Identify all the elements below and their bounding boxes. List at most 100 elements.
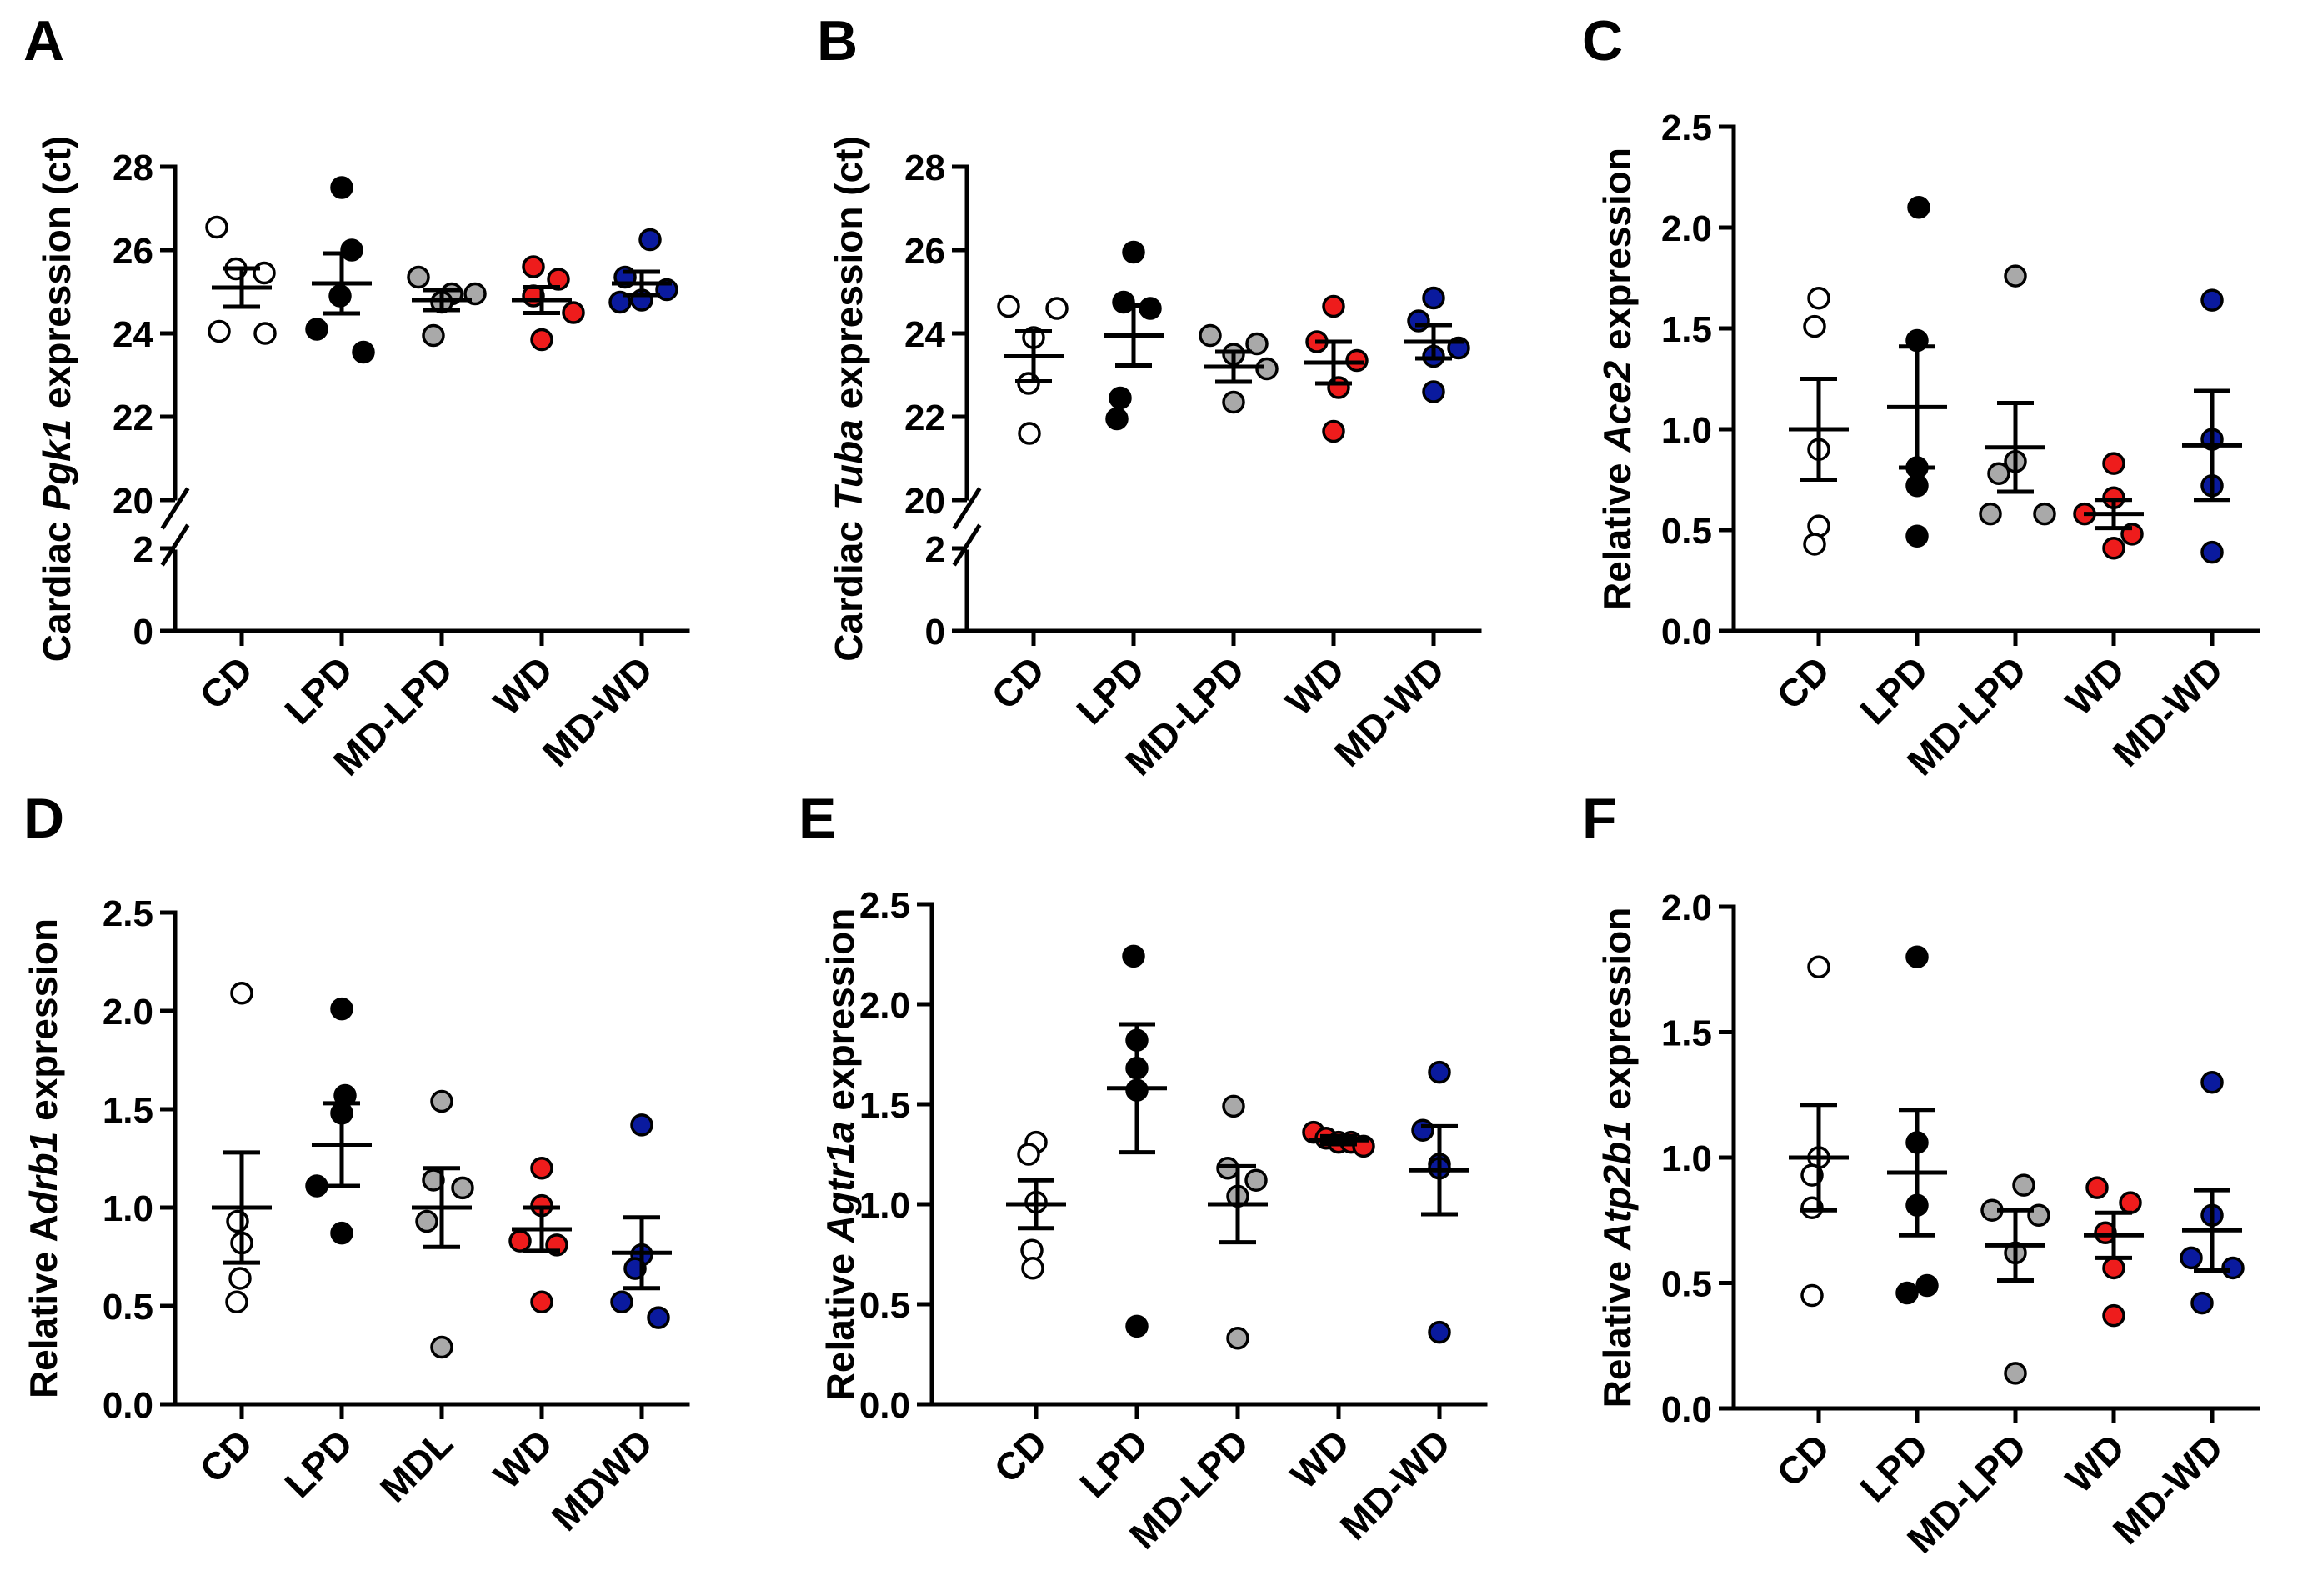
data-point bbox=[330, 176, 353, 199]
data-point bbox=[1222, 390, 1245, 414]
data-point bbox=[530, 1290, 553, 1314]
data-point bbox=[2102, 1303, 2125, 1328]
y-axis-title-prefix: Relative A bbox=[22, 1214, 65, 1398]
data-point bbox=[340, 238, 363, 262]
group-mdl bbox=[412, 1089, 474, 1359]
data-point bbox=[1018, 422, 1041, 445]
y-axis-title-suffix: expression bbox=[819, 908, 862, 1122]
data-point bbox=[1322, 419, 1345, 443]
panel-a: A 0 2 20 22 24 26 28 Cardiac Pgk1 expression (ct… bbox=[23, 9, 690, 784]
data-point bbox=[530, 328, 553, 352]
data-point bbox=[2033, 502, 2056, 526]
y-tick-label: 1.5 bbox=[859, 1085, 910, 1126]
x-tick-label: CD bbox=[1768, 648, 1838, 718]
data-point bbox=[253, 261, 276, 285]
data-point bbox=[2200, 540, 2224, 564]
y-tick-label: 28 bbox=[904, 148, 945, 188]
data-point bbox=[2004, 1362, 2027, 1385]
data-point bbox=[1017, 1143, 1040, 1166]
x-tick-label: LPD bbox=[1851, 1425, 1936, 1510]
group-lpd bbox=[305, 997, 372, 1245]
data-point bbox=[1122, 240, 1145, 264]
data-point bbox=[2004, 264, 2027, 288]
data-point bbox=[638, 228, 662, 252]
axis-break-mark bbox=[952, 523, 982, 567]
panel-b: B 0 2 20 22 24 26 28 Cardiac Tuba expression (ct… bbox=[817, 9, 1482, 784]
group-lpd bbox=[1107, 944, 1167, 1338]
axis-break-mark bbox=[160, 487, 190, 530]
group-cd bbox=[205, 215, 277, 345]
y-axis-title: Relative Ace2 expression bbox=[1595, 148, 1639, 610]
data-point bbox=[1407, 309, 1430, 333]
y-tick-label: 2 bbox=[133, 529, 153, 570]
data-point bbox=[1322, 294, 1345, 318]
data-point bbox=[1222, 1094, 1245, 1118]
group-cd bbox=[997, 294, 1069, 445]
data-point bbox=[228, 1267, 252, 1290]
data-point bbox=[1139, 297, 1162, 320]
y-axis-title-prefix: Cardiac bbox=[35, 511, 78, 663]
y-axis-title-prefix: Relative bbox=[819, 1243, 862, 1400]
data-point bbox=[1803, 533, 1826, 556]
data-point bbox=[305, 318, 328, 341]
data-point bbox=[422, 323, 445, 348]
data-point bbox=[1122, 944, 1145, 968]
y-axis-title: Relative Agtr1a expression bbox=[819, 908, 862, 1401]
data-point bbox=[630, 1113, 653, 1137]
data-point bbox=[1907, 196, 1930, 219]
data-point bbox=[2012, 1173, 2035, 1197]
panel-label: D bbox=[23, 787, 64, 850]
data-point bbox=[508, 1229, 532, 1253]
group-cd bbox=[1789, 955, 1849, 1308]
x-tick-label: MDWD bbox=[543, 1421, 662, 1539]
y-tick-label: 1.0 bbox=[859, 1185, 910, 1226]
data-point bbox=[253, 322, 277, 345]
y-axis-title-suffix: expression bbox=[1595, 148, 1639, 361]
x-tick-label: CD bbox=[191, 648, 261, 718]
y-axis-title: Relative Atp2b1 expression bbox=[1595, 908, 1639, 1408]
panel-label: F bbox=[1582, 787, 1617, 850]
x-tick-label: LPD bbox=[276, 648, 361, 733]
x-tick-label: MDL bbox=[372, 1421, 461, 1510]
y-tick-label: 2.5 bbox=[859, 885, 910, 926]
y-axis-title-gene: Agtr1a bbox=[819, 1121, 862, 1243]
x-tick-label: LPD bbox=[1071, 1421, 1156, 1506]
x-tick-label: CD bbox=[191, 1421, 261, 1491]
data-point bbox=[1905, 524, 1929, 548]
data-point bbox=[2102, 537, 2125, 560]
y-tick-label: 2 bbox=[925, 529, 945, 570]
x-tick-label: MD-WD bbox=[1332, 1421, 1459, 1548]
group-md-wd bbox=[2182, 288, 2242, 564]
data-point bbox=[1807, 286, 1830, 310]
group-wd bbox=[2073, 452, 2144, 560]
y-axis-title-prefix: Cardiac bbox=[827, 510, 870, 662]
group-cd bbox=[212, 982, 272, 1314]
data-point bbox=[1979, 502, 2002, 526]
data-point bbox=[1244, 1168, 1268, 1192]
x-tick-label: CD bbox=[1768, 1425, 1838, 1495]
y-tick-label: 24 bbox=[904, 314, 945, 355]
data-point bbox=[1105, 407, 1129, 431]
group-cd bbox=[1789, 286, 1849, 556]
y-tick-label: 1.0 bbox=[1661, 410, 1712, 451]
panel-d: D 0.0 0.5 1.0 1.5 2.0 2.5 Relative Adrb1 expres… bbox=[22, 787, 690, 1539]
data-point bbox=[1045, 297, 1069, 320]
group-lpd bbox=[1887, 945, 1947, 1305]
data-point bbox=[226, 1209, 249, 1233]
y-tick-label: 2.0 bbox=[103, 992, 153, 1033]
data-point bbox=[330, 997, 353, 1021]
y-tick-label: 1.0 bbox=[103, 1188, 153, 1229]
y-tick-label: 26 bbox=[113, 231, 153, 272]
x-tick-label: CD bbox=[983, 648, 1053, 718]
data-point bbox=[225, 1290, 248, 1314]
data-point bbox=[1895, 1281, 1919, 1305]
data-point bbox=[352, 340, 375, 364]
y-axis-title-prefix: Relative bbox=[1595, 1250, 1639, 1408]
y-axis-title-gene: Tuba bbox=[827, 419, 870, 510]
y-tick-label: 0.0 bbox=[103, 1385, 153, 1426]
y-tick-label: 2.5 bbox=[1661, 108, 1712, 148]
group-lpd bbox=[305, 176, 375, 364]
data-point bbox=[1199, 323, 1222, 348]
group-md-lpd bbox=[407, 265, 487, 348]
y-axis-title-suffix: expression bbox=[1595, 908, 1639, 1121]
